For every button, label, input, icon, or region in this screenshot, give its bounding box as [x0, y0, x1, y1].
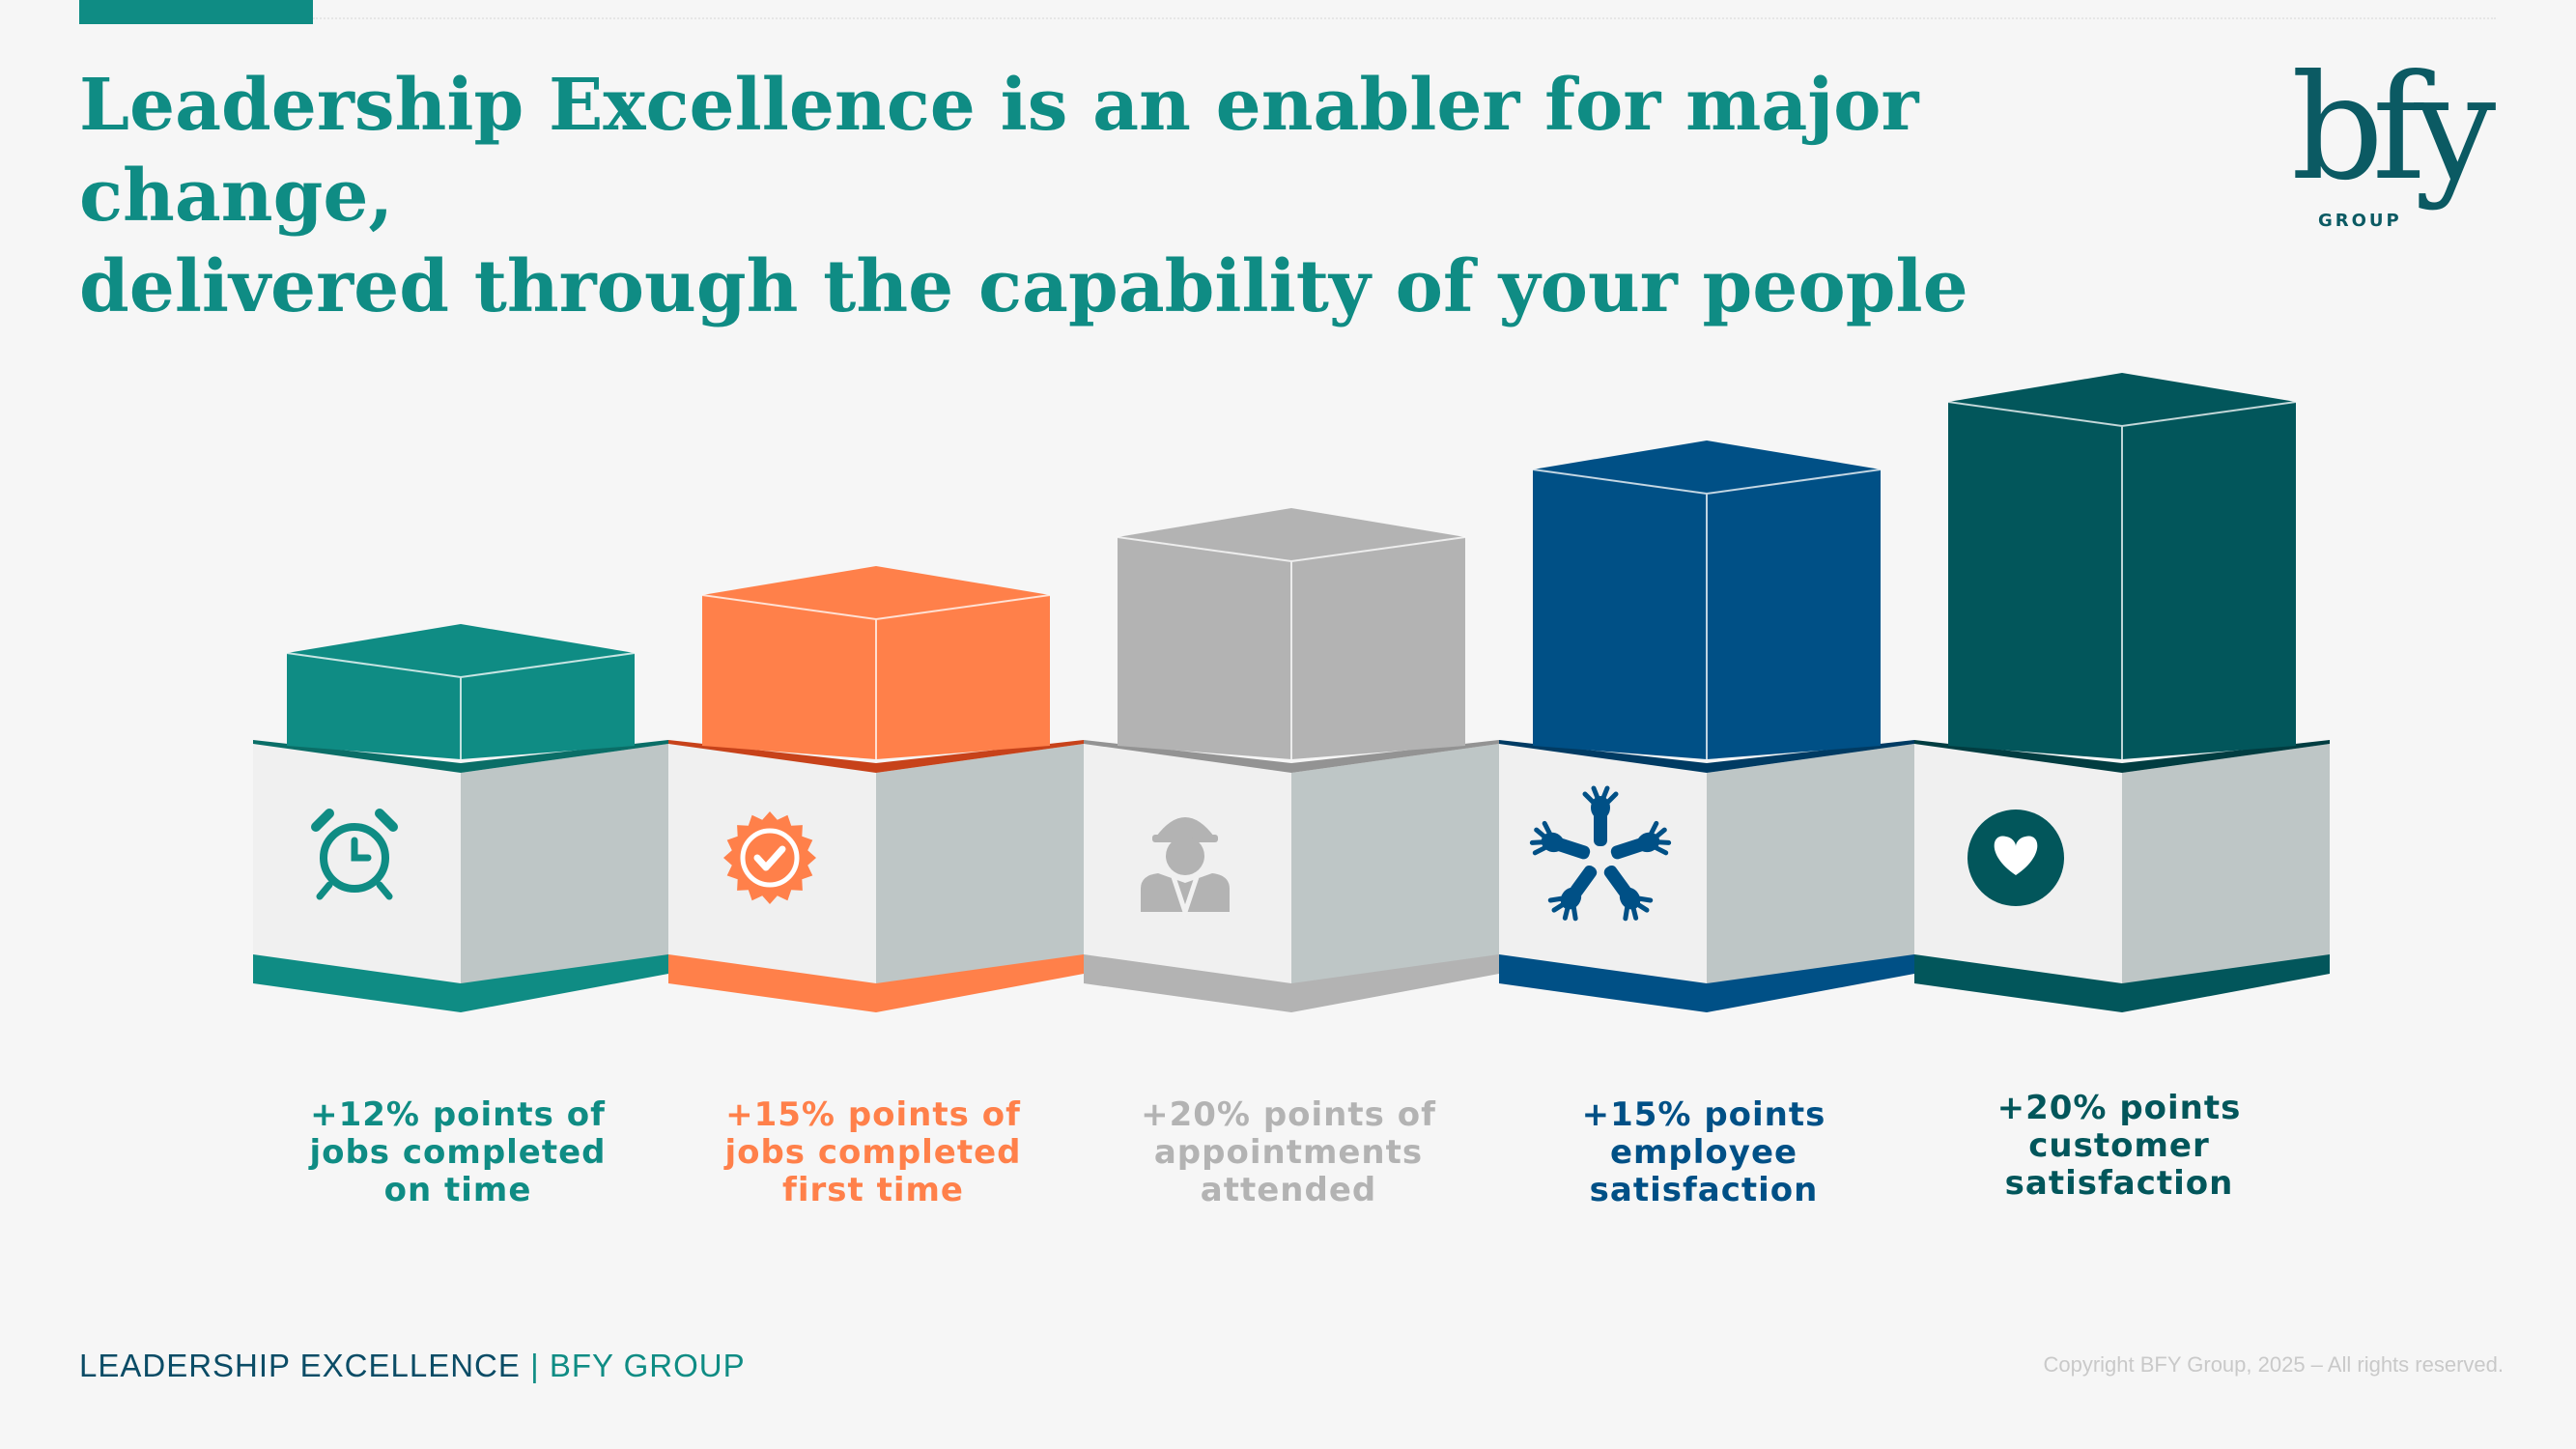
label-line: +20% points of — [1141, 1095, 1436, 1134]
title-line-2: delivered through the capability of your… — [79, 245, 1968, 328]
block-steps-diagram — [253, 373, 2330, 1012]
prism-edges — [1947, 401, 2297, 759]
logo-subtitle: GROUP — [2318, 211, 2402, 231]
footer-section-title: LEADERSHIP EXCELLENCE | BFY GROUP — [79, 1348, 746, 1384]
prism-top — [1118, 508, 1465, 561]
alarm-clock-icon — [311, 809, 398, 900]
label-line: satisfaction — [2004, 1164, 2234, 1203]
block-label-4: +15% points employee satisfaction — [1511, 1096, 1897, 1209]
label-line: attended — [1200, 1171, 1377, 1209]
prism-front-right — [2122, 402, 2296, 759]
bfy-group-logo: bfy GROUP — [2291, 46, 2513, 242]
prism-top — [1533, 440, 1881, 494]
prism-front-left — [287, 653, 461, 759]
slide-title: Leadership Excellence is an enabler for … — [79, 60, 2252, 332]
label-line: satisfaction — [1589, 1171, 1819, 1209]
block-label-1: +12% points of jobs completed on time — [265, 1096, 651, 1209]
base-color-band — [668, 954, 1084, 1012]
prism-edges — [1532, 469, 1882, 759]
prism-front-left — [1118, 537, 1291, 759]
base-color-band — [1499, 954, 1914, 1012]
heart-circle-icon — [1967, 810, 2064, 906]
prism-edges — [286, 652, 636, 759]
prism-front-right — [876, 595, 1050, 759]
prism-top — [1948, 373, 2296, 426]
block-label-5: +20% points customer satisfaction — [1926, 1090, 2312, 1203]
base-color-band — [253, 954, 668, 1012]
logo-mark: bfy — [2291, 44, 2496, 213]
label-line: +20% points — [1996, 1089, 2242, 1127]
base-top-lip — [253, 740, 668, 773]
base-right-face — [461, 744, 668, 995]
base-left-face — [253, 744, 461, 995]
base-right-face — [1707, 744, 1914, 995]
title-line-1: Leadership Excellence is an enabler for … — [79, 64, 1919, 238]
block-4 — [1499, 440, 1914, 1012]
prism-front-left — [702, 595, 876, 759]
prism-front-left — [1948, 402, 2122, 759]
label-line: +12% points of — [310, 1095, 606, 1134]
block-label-2: +15% points of jobs completed first time — [680, 1096, 1066, 1209]
prism-front-right — [1707, 469, 1881, 759]
label-line: first time — [782, 1171, 964, 1209]
prism-edges — [701, 594, 1051, 759]
check-badge-icon — [723, 811, 816, 904]
base-top-lip — [1499, 740, 1914, 773]
prism-edges — [1117, 536, 1466, 759]
base-right-face — [1291, 744, 1499, 995]
label-line: +15% points — [1581, 1095, 1826, 1134]
label-line: appointments — [1153, 1133, 1424, 1172]
prism-front-left — [1533, 469, 1707, 759]
footer-separator: | — [530, 1348, 540, 1383]
top-dotted-line — [313, 17, 2496, 19]
base-top-lip — [1914, 740, 2330, 773]
base-color-band — [1914, 954, 2330, 1012]
footer-title: LEADERSHIP EXCELLENCE — [79, 1348, 521, 1383]
block-label-3: +20% points of appointments attended — [1095, 1096, 1482, 1209]
top-accent-bar — [79, 0, 313, 24]
prism-top — [287, 624, 635, 677]
block-5 — [1914, 373, 2330, 1012]
hands-teamwork-icon — [1529, 785, 1672, 922]
label-line: jobs completed — [724, 1133, 1022, 1172]
label-line: customer — [2028, 1126, 2210, 1165]
block-2 — [668, 566, 1084, 1012]
label-line: +15% points of — [725, 1095, 1021, 1134]
base-right-face — [2122, 744, 2330, 995]
footer-brand: BFY GROUP — [549, 1348, 746, 1383]
label-line: on time — [383, 1171, 532, 1209]
base-color-band — [1084, 954, 1499, 1012]
prism-front-right — [1291, 537, 1465, 759]
base-right-face — [876, 744, 1084, 995]
block-3 — [1084, 508, 1499, 1012]
prism-top — [702, 566, 1050, 619]
base-top-lip — [1084, 740, 1499, 773]
base-top-lip — [668, 740, 1084, 773]
label-line: jobs completed — [309, 1133, 607, 1172]
block-1 — [253, 624, 668, 1012]
copyright-notice: Copyright BFY Group, 2025 – All rights r… — [2043, 1352, 2504, 1377]
worker-icon — [1141, 817, 1230, 920]
label-line: employee — [1609, 1133, 1798, 1172]
prism-front-right — [461, 653, 635, 759]
base-left-face — [1499, 744, 1707, 995]
